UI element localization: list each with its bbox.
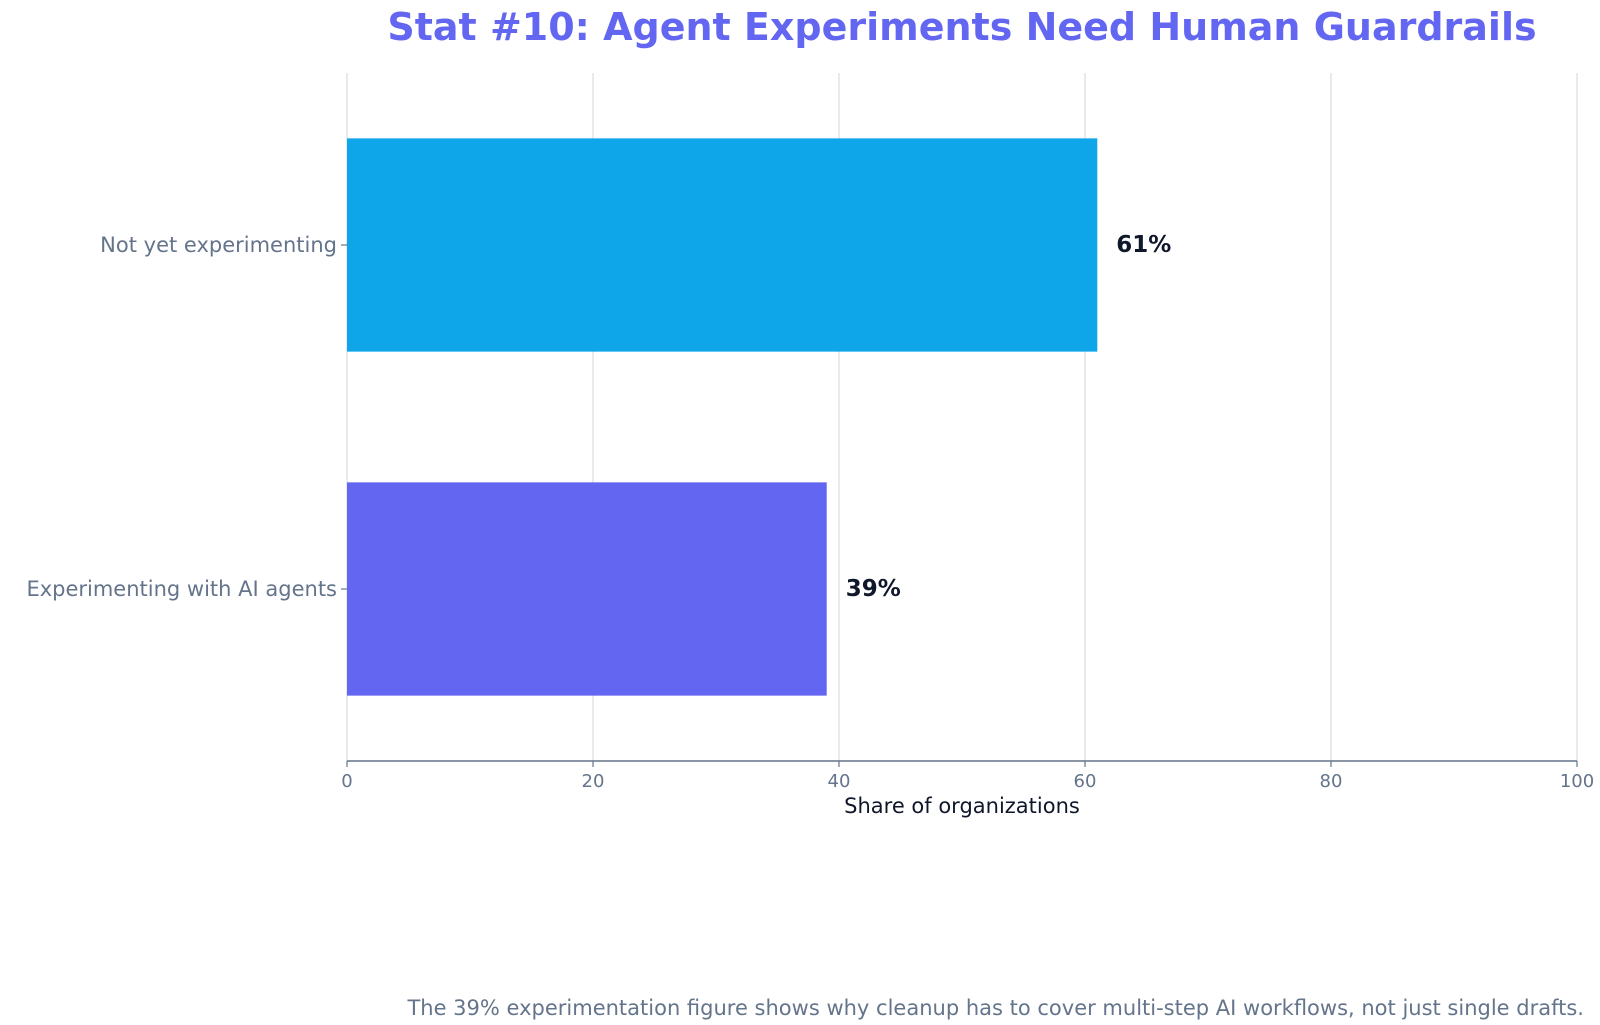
category-label-1: Not yet experimenting: [100, 233, 337, 257]
bar-2: [347, 482, 827, 696]
value-label-2: 39%: [846, 576, 901, 602]
footnote: The 39% experimentation figure shows why…: [406, 996, 1584, 1020]
y-categories: Not yet experimenting Experimenting with …: [26, 233, 347, 601]
value-label-1: 61%: [1116, 232, 1171, 258]
category-label-2: Experimenting with AI agents: [26, 577, 337, 601]
x-tick-label-80: 80: [1320, 771, 1343, 792]
x-tick-label-0: 0: [341, 771, 352, 792]
chart-title: Stat #10: Agent Experiments Need Human G…: [387, 5, 1536, 49]
x-axis-title: Share of organizations: [844, 794, 1080, 818]
x-tick-label-20: 20: [582, 771, 605, 792]
x-tick-label-40: 40: [828, 771, 851, 792]
x-ticks: 0 20 40 60 80 100: [341, 761, 1594, 792]
x-tick-label-60: 60: [1074, 771, 1097, 792]
bars: 61% 39%: [347, 138, 1171, 696]
x-tick-label-100: 100: [1560, 771, 1594, 792]
bar-1: [347, 138, 1098, 352]
